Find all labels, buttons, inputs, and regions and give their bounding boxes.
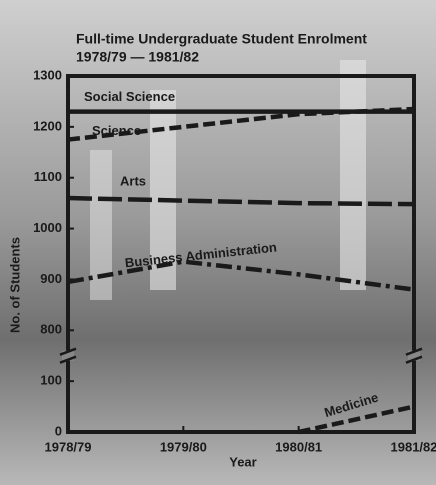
axis-break-gap [408,350,420,361]
y-tick-label: 800 [40,322,62,337]
series-label: Science [92,123,141,138]
axis-break [405,355,423,364]
plot-frame [66,74,416,434]
x-axis-label: Year [229,454,256,469]
series-line [67,106,415,142]
axis-break-gap [62,350,74,361]
x-tick-label: 1981/82 [391,439,436,454]
y-tick-label: 900 [40,271,62,286]
y-axis-label: No. of Students [7,237,22,333]
x-tick-label: 1980/81 [275,439,322,454]
pillar [90,150,112,300]
axis-break [59,347,77,356]
chart-title: Full-time Undergraduate Student Enrolmen… [76,31,367,47]
chart-subtitle: 1978/79 — 1981/82 [76,49,199,65]
series-label: Social Science [84,89,175,104]
pillar [340,60,366,290]
x-tick-label: 1978/79 [45,439,92,454]
y-tick-label: 1200 [33,118,62,133]
y-tick-label: 1300 [33,67,62,82]
y-tick-label: 100 [40,373,62,388]
series-line [67,195,415,207]
series-label: Arts [120,173,146,188]
axis-break [405,347,423,356]
y-tick-label: 1000 [33,220,62,235]
series-line [298,404,415,435]
y-tick-label: 1100 [34,169,62,184]
pillar [150,90,176,290]
axis-break [59,355,77,364]
x-tick-label: 1979/80 [160,439,207,454]
series-line [67,259,415,292]
y-tick-label: 0 [55,423,62,438]
